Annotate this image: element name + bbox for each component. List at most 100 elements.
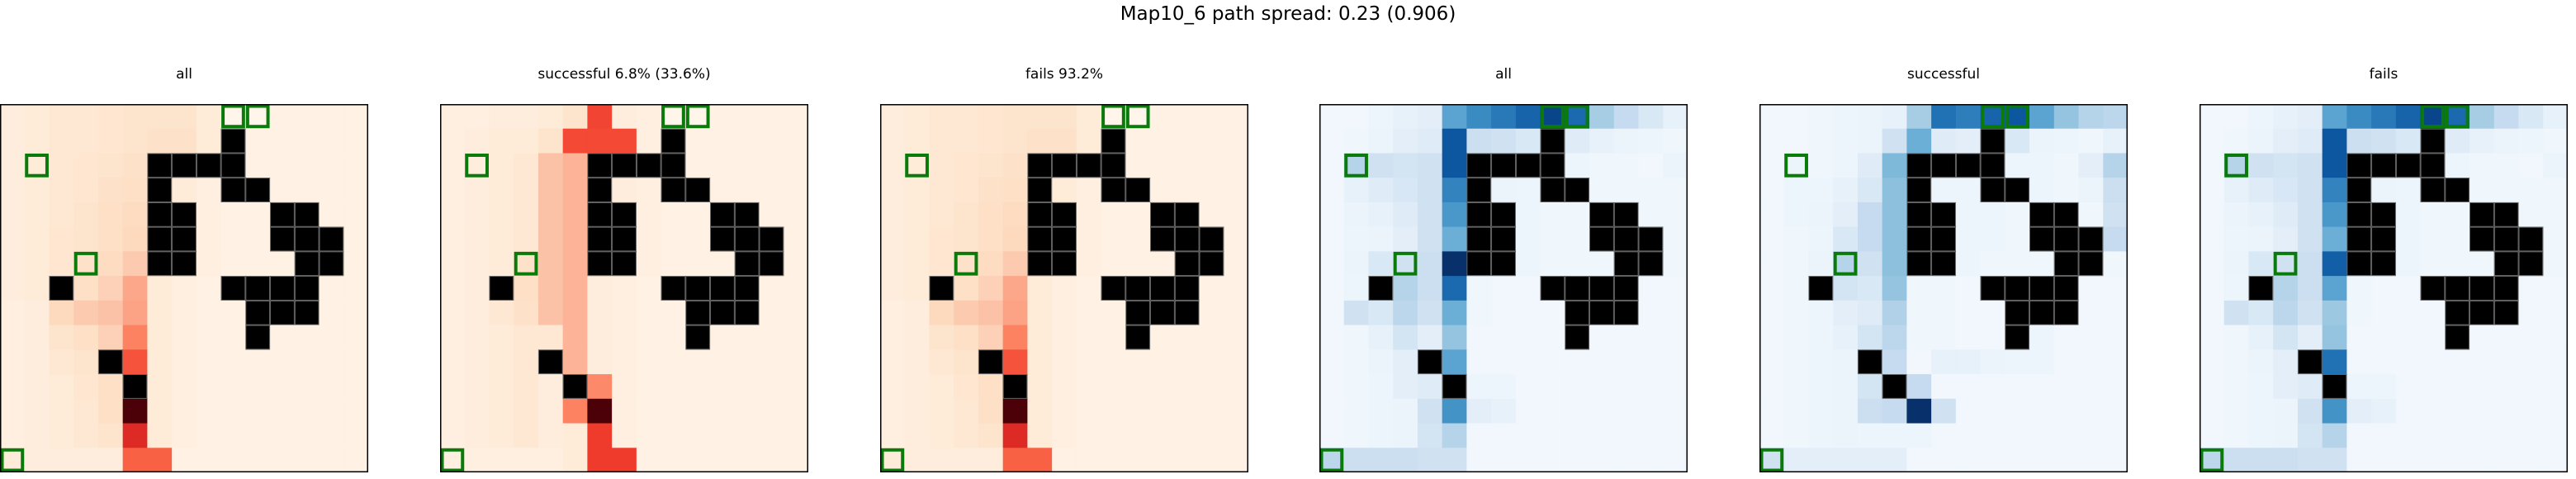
heat-cell xyxy=(1393,128,1418,154)
wall-cell xyxy=(1540,178,1565,203)
heat-cell xyxy=(294,153,320,178)
heat-cell xyxy=(1882,276,1907,301)
heat-cell xyxy=(587,349,613,375)
heat-cell xyxy=(710,349,736,375)
wall-cell xyxy=(2493,300,2520,326)
heat-cell xyxy=(2248,448,2274,472)
heat-cell xyxy=(2395,423,2422,448)
wall-cell xyxy=(1515,153,1541,178)
heat-cell xyxy=(1224,300,1248,326)
wall-outline xyxy=(294,300,320,325)
wall-outline xyxy=(1027,178,1053,202)
wall-outline xyxy=(220,153,246,178)
heat-cell xyxy=(1174,374,1200,400)
heat-cell xyxy=(1882,325,1907,350)
wall-cell xyxy=(685,325,711,350)
heat-cell xyxy=(270,374,296,400)
heat-cell xyxy=(978,226,1004,252)
heat-cell xyxy=(2103,128,2128,154)
wall-cell xyxy=(2078,226,2104,252)
heat-cell xyxy=(1857,202,1883,228)
heat-cell xyxy=(2223,128,2249,154)
heat-cell xyxy=(2223,276,2249,301)
wall-cell xyxy=(1613,226,1640,252)
heat-cell xyxy=(734,423,760,448)
wall-cell xyxy=(1931,202,1957,228)
heat-cell xyxy=(954,398,979,424)
heat-cell xyxy=(1589,349,1615,375)
heat-cell xyxy=(2029,448,2055,472)
heat-cell xyxy=(1002,202,1028,228)
heat-cell xyxy=(929,251,954,277)
heat-cell xyxy=(1368,448,1394,472)
heat-cell xyxy=(2395,226,2422,252)
heat-cell xyxy=(1101,423,1126,448)
heat-cell xyxy=(685,251,711,277)
heat-cell xyxy=(710,374,736,400)
heat-cell xyxy=(1589,374,1615,400)
heat-cell xyxy=(537,423,564,448)
wall-cell xyxy=(587,178,613,203)
heat-cell xyxy=(172,300,197,326)
heat-cell xyxy=(685,423,711,448)
wall-outline xyxy=(2445,178,2469,202)
heat-cell xyxy=(1199,300,1224,326)
wall-cell xyxy=(1980,178,2005,203)
wall-cell xyxy=(1613,202,1640,228)
heat-cell xyxy=(1565,251,1590,277)
wall-outline xyxy=(1466,226,1492,252)
heat-cell xyxy=(1343,202,1369,228)
wall-cell xyxy=(147,178,173,203)
wall-cell xyxy=(489,276,514,301)
heat-cell xyxy=(1491,398,1517,424)
wall-cell xyxy=(1052,202,1077,228)
wall-cell xyxy=(2346,153,2372,178)
heat-cell xyxy=(636,251,662,277)
wall-cell xyxy=(661,128,686,154)
wall-outline xyxy=(710,202,735,227)
heat-cell xyxy=(2445,153,2470,178)
heat-cell xyxy=(147,349,173,375)
heat-cell xyxy=(1150,374,1176,400)
heat-cell xyxy=(1589,448,1615,472)
heat-cell xyxy=(612,128,637,154)
heat-cell xyxy=(880,178,906,203)
heat-cell xyxy=(1663,374,1688,400)
heat-cell xyxy=(1319,374,1345,400)
heat-cell xyxy=(1125,226,1151,252)
wall-outline xyxy=(1466,251,1492,277)
wall-cell xyxy=(2371,226,2397,252)
heat-cell xyxy=(2053,104,2080,130)
heat-cell xyxy=(1002,251,1028,277)
heat-cell xyxy=(1638,153,1664,178)
heat-cell xyxy=(1417,226,1443,252)
heat-cell xyxy=(2469,325,2495,350)
heat-cell xyxy=(2273,448,2299,472)
heat-cell xyxy=(196,325,222,350)
wall-outline xyxy=(196,153,221,178)
heat-cell xyxy=(1368,128,1394,154)
heat-cell xyxy=(1663,178,1688,203)
heat-cell xyxy=(636,202,662,228)
heat-cell xyxy=(2053,423,2080,448)
heat-cell xyxy=(1466,300,1492,326)
panel-title: successful xyxy=(1907,66,1980,83)
wall-cell xyxy=(1466,153,1492,178)
heat-cell xyxy=(1076,423,1102,448)
wall-outline xyxy=(978,349,1003,374)
wall-cell xyxy=(2346,226,2372,252)
heat-cell xyxy=(294,128,320,154)
heat-cell xyxy=(1833,104,1859,130)
wall-outline xyxy=(147,178,173,202)
heat-cell xyxy=(1882,423,1907,448)
heat-cell xyxy=(2346,423,2372,448)
heat-cell xyxy=(1565,448,1590,472)
wall-cell xyxy=(1491,226,1517,252)
heat-cell xyxy=(1857,325,1883,350)
wall-outline xyxy=(612,153,637,178)
heat-cell xyxy=(343,448,368,472)
heat-cell xyxy=(97,276,124,301)
heat-cell xyxy=(1663,448,1688,472)
heat-cell xyxy=(514,276,539,301)
wall-cell xyxy=(734,226,760,252)
